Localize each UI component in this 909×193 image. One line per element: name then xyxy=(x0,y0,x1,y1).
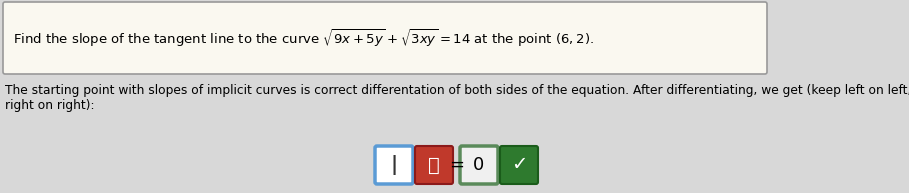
FancyBboxPatch shape xyxy=(500,146,538,184)
Text: Find the slope of the tangent line to the curve $\sqrt{9x+5y}+\sqrt{3xy}=14$ at : Find the slope of the tangent line to th… xyxy=(13,27,594,49)
Text: =: = xyxy=(449,156,464,174)
Text: ⓞ: ⓞ xyxy=(428,156,440,174)
FancyBboxPatch shape xyxy=(375,146,413,184)
Text: |: | xyxy=(391,155,397,175)
FancyBboxPatch shape xyxy=(460,146,498,184)
FancyBboxPatch shape xyxy=(415,146,453,184)
FancyBboxPatch shape xyxy=(3,2,767,74)
Text: ✓: ✓ xyxy=(511,156,527,174)
Text: 0: 0 xyxy=(474,156,484,174)
Text: right on right):: right on right): xyxy=(5,99,95,112)
Text: The starting point with slopes of implicit curves is correct differentation of b: The starting point with slopes of implic… xyxy=(5,84,909,97)
